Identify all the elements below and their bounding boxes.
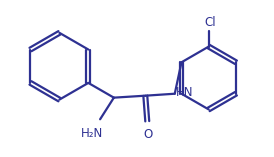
Text: H₂N: H₂N xyxy=(81,127,103,140)
Text: HN: HN xyxy=(176,86,193,99)
Text: O: O xyxy=(144,128,153,141)
Text: Cl: Cl xyxy=(204,16,216,29)
